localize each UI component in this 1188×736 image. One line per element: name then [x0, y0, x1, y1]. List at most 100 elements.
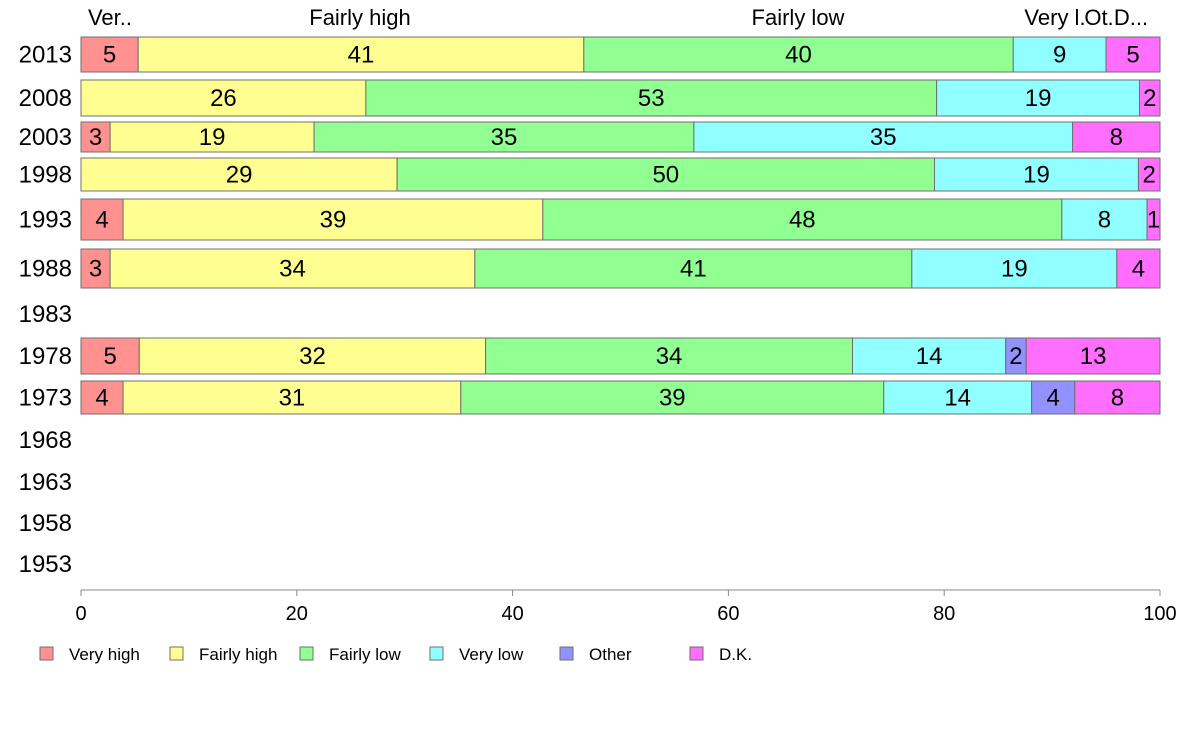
bar-value-label: 5	[103, 42, 116, 69]
legend-swatch	[169, 646, 184, 661]
bar-value-label: 19	[1023, 162, 1050, 189]
bar-value-label: 19	[1025, 85, 1052, 112]
bar-value-label: 35	[491, 124, 518, 151]
bar-segment	[936, 79, 1140, 117]
bar-value-label: 41	[348, 42, 375, 69]
bar-value-label: 8	[1111, 385, 1124, 412]
bar-value-label: 8	[1110, 124, 1123, 151]
bar-segment	[460, 380, 885, 415]
bar-value-label: 3	[89, 256, 102, 283]
year-label: 1958	[19, 510, 72, 537]
bar-segment	[1025, 337, 1161, 375]
legend-swatch	[429, 646, 444, 661]
bar-segment	[933, 157, 1139, 192]
bar-segment	[474, 248, 913, 289]
bar-value-label: 32	[299, 343, 326, 370]
legend-swatch	[689, 646, 704, 661]
legend-label: Very low	[459, 645, 524, 664]
bar-segment	[80, 380, 124, 415]
bar-segment	[485, 337, 853, 375]
bar-segment	[137, 36, 585, 73]
bar-segment	[365, 79, 938, 117]
bar-segment	[80, 157, 398, 192]
bar-value-label: 40	[785, 42, 812, 69]
legend-label: Fairly low	[329, 645, 402, 664]
bar-value-label: 34	[656, 343, 683, 370]
legend-label: Fairly high	[199, 645, 277, 664]
bar-value-label: 39	[320, 207, 347, 234]
year-label: 1983	[19, 301, 72, 328]
bar-value-label: 14	[916, 343, 943, 370]
bar-segment	[1146, 198, 1161, 241]
bar-value-label: 35	[870, 124, 897, 151]
bar-segment	[80, 248, 111, 289]
legend-swatch	[299, 646, 314, 661]
year-label: 1998	[19, 162, 72, 189]
x-tick-label: 40	[501, 603, 523, 625]
bar-value-label: 13	[1080, 343, 1107, 370]
x-tick-label: 100	[1143, 603, 1176, 625]
bar-value-label: 34	[279, 256, 306, 283]
bar-segment	[109, 121, 315, 153]
bar-value-label: 29	[226, 162, 253, 189]
x-tick-label: 60	[717, 603, 739, 625]
bar-value-label: 19	[1001, 256, 1028, 283]
bar-segment	[583, 36, 1014, 73]
bar-segment	[1116, 248, 1161, 289]
bar-value-label: 19	[199, 124, 226, 151]
bar-value-label: 5	[1126, 42, 1139, 69]
bar-segment	[80, 79, 367, 117]
bar-value-label: 4	[1046, 385, 1059, 412]
bar-segment	[1031, 380, 1076, 415]
year-label: 2003	[19, 124, 72, 151]
legend-swatch	[39, 646, 54, 661]
bar-segment	[1072, 121, 1161, 153]
bar-segment	[122, 198, 544, 241]
bar-value-label: 48	[789, 207, 816, 234]
bar-value-label: 3	[89, 124, 102, 151]
bar-value-label: 2	[1009, 343, 1022, 370]
bar-value-label: 1	[1147, 207, 1160, 234]
bar-value-label: 31	[279, 385, 306, 412]
year-label: 2008	[19, 85, 72, 112]
year-label: 1973	[19, 385, 72, 412]
bar-segment	[109, 248, 476, 289]
bar-segment	[1138, 79, 1161, 117]
bar-segment	[80, 337, 140, 375]
bar-segment	[313, 121, 695, 153]
year-label: 2013	[19, 42, 72, 69]
legend-swatch	[559, 646, 574, 661]
top-series-label: D...	[1114, 5, 1148, 30]
bar-value-label: 2	[1143, 162, 1156, 189]
x-tick-label: 80	[933, 603, 955, 625]
top-series-label: Ot.	[1084, 5, 1113, 30]
legend-label: Other	[589, 645, 632, 664]
year-label: 1993	[19, 207, 72, 234]
bar-value-label: 26	[210, 85, 237, 112]
bar-value-label: 4	[1132, 256, 1145, 283]
year-label: 1968	[19, 427, 72, 454]
bar-value-label: 14	[944, 385, 971, 412]
bar-value-label: 2	[1143, 85, 1156, 112]
legend-label: D.K.	[719, 645, 752, 664]
legend-label: Very high	[69, 645, 140, 664]
bar-value-label: 4	[95, 207, 108, 234]
bar-segment	[122, 380, 462, 415]
bar-value-label: 41	[680, 256, 707, 283]
top-series-label: Very l.	[1024, 5, 1085, 30]
x-tick-label: 0	[75, 603, 86, 625]
bar-value-label: 50	[652, 162, 679, 189]
bar-segment	[1074, 380, 1161, 415]
bar-segment	[396, 157, 935, 192]
top-series-label: Fairly high	[309, 5, 410, 30]
bar-segment	[911, 248, 1118, 289]
bar-value-label: 5	[103, 343, 116, 370]
top-series-label: Fairly low	[752, 5, 845, 30]
bar-value-label: 53	[638, 85, 665, 112]
bar-segment	[80, 36, 139, 73]
year-label: 1963	[19, 469, 72, 496]
bar-value-label: 9	[1053, 42, 1066, 69]
bar-segment	[80, 198, 124, 241]
x-tick-label: 20	[286, 603, 308, 625]
